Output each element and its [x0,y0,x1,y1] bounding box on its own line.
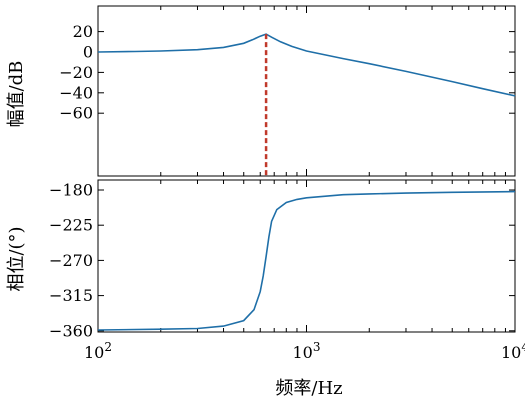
magnitude-y-tick-label: 0 [83,43,93,62]
phase-y-tick-label: −225 [49,216,93,235]
phase-y-tick-label: −180 [49,181,93,200]
magnitude-y-tick-label: −40 [59,83,93,102]
phase-y-tick-label: −270 [49,251,93,270]
magnitude-y-tick-label: 20 [73,22,93,41]
magnitude-y-tick-label: −60 [59,104,93,123]
phase-y-tick-label: −360 [49,321,93,340]
phase-curve [97,190,516,331]
magnitude-frame [97,5,516,177]
phase-y-tick-label: −315 [49,286,93,305]
magnitude-y-tick-label: −20 [59,63,93,82]
x-tick-label: 104 [501,340,525,362]
magnitude-y-axis-label: 幅值/dB [6,61,27,128]
x-tick-label: 103 [293,340,321,362]
magnitude-curve [97,33,516,97]
x-axis-label: 频率/Hz [275,378,342,399]
x-tick-label: 102 [84,340,112,362]
phase-y-axis-label: 相位/(°) [6,226,27,291]
magnitude-panel: 幅值/dB 20 0−20−40 −60 [6,5,516,177]
phase-frame [97,179,516,333]
phase-panel: 相位/(°) −180 −225 −270 −315 −360 [6,179,516,340]
